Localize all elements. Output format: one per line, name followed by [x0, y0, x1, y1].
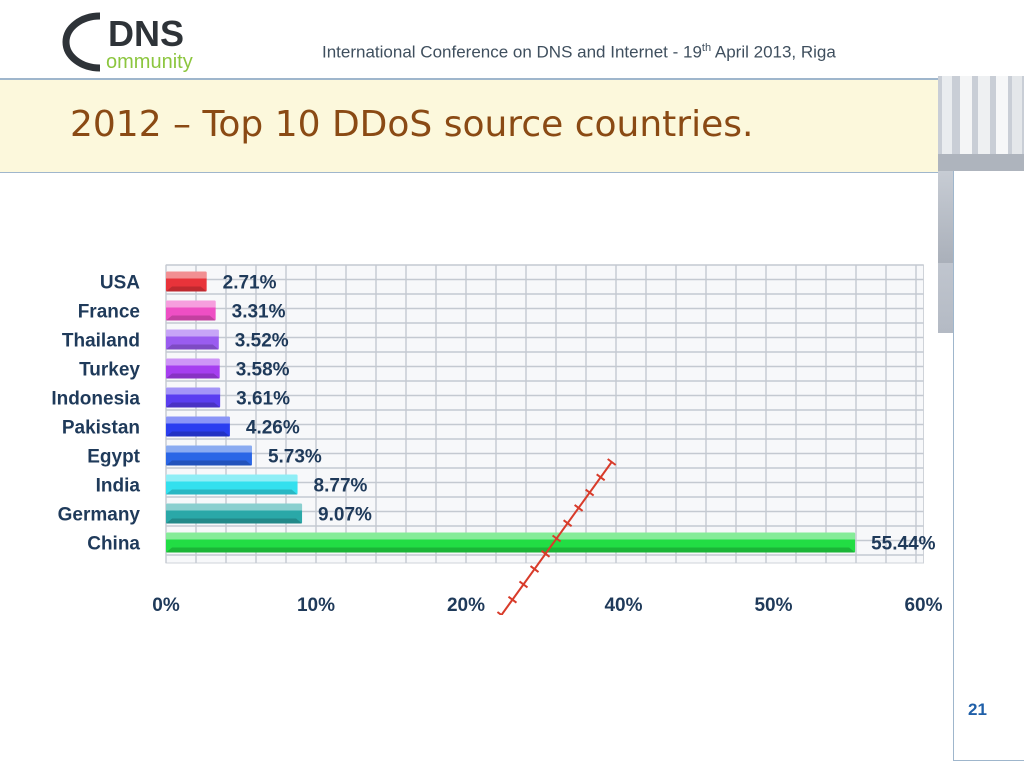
- logo-main-text: DNS: [108, 13, 184, 54]
- bar-usa: [166, 271, 207, 292]
- break-tick: [507, 595, 518, 604]
- value-label: 4.26%: [246, 418, 300, 439]
- category-label: China: [87, 534, 140, 555]
- category-label: Turkey: [79, 360, 140, 381]
- x-tick-label: 10%: [297, 595, 335, 615]
- bar-egypt: [166, 445, 252, 466]
- category-label: Thailand: [62, 331, 140, 352]
- ddos-bar-chart: USA 2.71% France 3.31% Thailand 3.52% Turkey 3.…: [51, 264, 943, 615]
- category-label: India: [96, 476, 141, 497]
- category-label: France: [78, 302, 140, 323]
- bar-pakistan: [166, 416, 230, 437]
- pillar-image: [938, 76, 1024, 171]
- break-tick: [596, 473, 606, 482]
- value-label: 3.58%: [236, 360, 290, 381]
- conference-text-end: April 2013, Riga: [711, 42, 836, 62]
- value-label: 3.52%: [235, 331, 289, 352]
- x-tick-label: 0%: [152, 595, 180, 615]
- category-label: Indonesia: [51, 389, 140, 410]
- slide-title: 2012 – Top 10 DDoS source countries.: [70, 104, 754, 145]
- bar-germany: [166, 503, 303, 524]
- axis-break-mark: [496, 458, 617, 615]
- break-tick: [607, 458, 617, 466]
- break-tick: [585, 488, 595, 497]
- conference-sup: th: [701, 42, 712, 54]
- chart-ticks: 0% 10% 20% 40% 50% 60%: [152, 595, 942, 615]
- break-tick: [496, 611, 504, 615]
- break-tick: [551, 534, 562, 543]
- value-label: 5.73%: [268, 447, 322, 468]
- side-strip-top: [938, 171, 954, 263]
- chart-labels: USA 2.71% France 3.31% Thailand 3.52% Turkey 3.…: [51, 273, 935, 555]
- right-rule: [953, 171, 954, 761]
- bar-indonesia: [166, 387, 221, 408]
- bar-france: [166, 300, 216, 321]
- break-tick: [562, 519, 573, 528]
- x-tick-label: 40%: [604, 595, 642, 615]
- title-band: [0, 78, 938, 173]
- break-tick: [529, 565, 540, 573]
- header-bar: [0, 0, 1024, 76]
- break-tick: [574, 504, 584, 512]
- bar-china: [166, 532, 856, 553]
- chart-bars: [166, 271, 856, 553]
- value-label: 8.77%: [314, 476, 368, 497]
- value-label: 3.31%: [232, 302, 286, 323]
- bar-thailand: [166, 329, 219, 350]
- bar-india: [166, 474, 298, 495]
- x-tick-label: 60%: [904, 595, 942, 615]
- bar-turkey: [166, 358, 220, 379]
- category-label: Pakistan: [62, 418, 140, 439]
- value-label: 2.71%: [223, 273, 277, 294]
- dns-community-logo: DNS ommunity: [62, 12, 193, 73]
- value-label: 3.61%: [236, 389, 290, 410]
- conference-text: International Conference on DNS and Inte…: [322, 42, 702, 62]
- category-label: Germany: [58, 505, 141, 526]
- page-number: 21: [968, 700, 987, 719]
- x-tick-label: 50%: [754, 595, 792, 615]
- category-label: USA: [100, 273, 140, 294]
- break-tick: [518, 580, 529, 589]
- break-tick: [540, 549, 551, 558]
- value-label: 55.44%: [871, 534, 936, 555]
- value-label: 9.07%: [318, 505, 372, 526]
- conference-info: International Conference on DNS and Inte…: [322, 42, 836, 63]
- logo-sub-text: ommunity: [106, 51, 193, 73]
- category-label: Egypt: [87, 447, 140, 468]
- bottom-rule: [953, 760, 1024, 761]
- x-tick-label: 20%: [447, 595, 485, 615]
